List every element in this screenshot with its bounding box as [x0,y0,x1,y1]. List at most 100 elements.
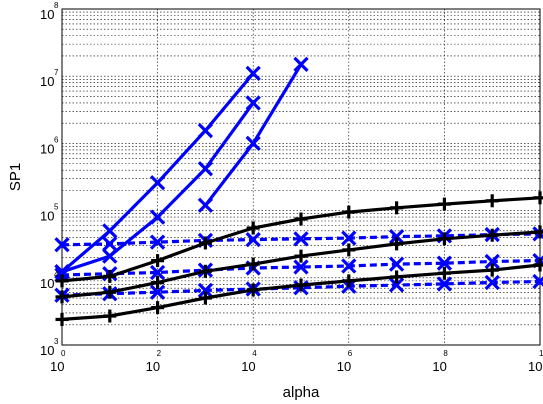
y-tick-base: 10 [40,343,54,358]
y-tick-exponent: 5 [54,203,59,212]
series-line [61,259,541,277]
data-point [436,276,453,292]
data-point [294,278,308,292]
y-tick-base: 10 [40,74,54,89]
x-tick-label: 108 [432,349,448,374]
data-point [103,269,117,283]
data-point [390,201,404,215]
data-point [102,248,118,264]
data-point [198,291,212,305]
data-point [246,221,260,235]
y-tick-exponent: 3 [54,337,59,346]
data-point [197,122,214,139]
data-point [341,258,357,274]
data-point [55,290,69,304]
y-tick-label: 105 [40,203,59,224]
data-point [293,259,309,275]
data-point [197,197,214,213]
y-tick-exponent: 7 [54,68,59,77]
data-point [390,237,404,251]
plot-frame [61,8,541,346]
y-tick-exponent: 6 [54,135,59,144]
grid [62,9,540,346]
data-point [149,175,166,191]
x-tick-label: 102 [146,349,162,374]
data-point [436,255,453,271]
x-tick-exponent: 8 [443,349,448,358]
data-point [55,312,69,326]
series-3 [197,56,309,213]
data-point [485,228,499,242]
data-point [197,282,214,299]
data-point [533,191,543,205]
series-7 [55,191,543,288]
data-point [437,232,451,246]
series-9 [55,258,543,326]
series-line [61,279,541,297]
data-point [245,95,261,111]
x-tick-exponent: 10 [539,349,543,358]
y-tick-label: 106 [40,135,59,156]
y-tick-base: 10 [40,7,54,22]
x-tick-base: 10 [241,359,255,374]
x-tick-exponent: 4 [252,349,257,358]
data-point [102,236,118,252]
x-tick-label: 106 [337,349,353,374]
data-point [149,209,166,225]
data-point [149,234,166,250]
data-point [103,309,117,323]
data-point [342,274,356,288]
data-point [151,254,165,268]
x-tick-exponent: 2 [157,349,162,358]
data-point [532,273,543,290]
data-point [246,283,260,297]
y-axis-label: SP1 [7,163,24,191]
data-point [151,276,165,290]
data-point [245,65,261,82]
y-tick-label: 103 [40,337,59,358]
data-point [103,285,117,299]
y-tick-base: 10 [40,209,54,224]
data-point [198,236,212,250]
y-tick-label: 107 [40,68,59,89]
data-point [293,56,309,72]
x-tick-base: 10 [528,359,542,374]
tick-labels: 1001021041061081010103104105106107108 [40,1,543,374]
series-5 [54,253,543,283]
data-point [246,257,260,271]
data-point [437,266,451,280]
data-point [484,274,500,291]
y-tick-label: 108 [40,1,59,22]
x-tick-base: 10 [337,359,351,374]
x-tick-label: 100 [50,349,66,374]
y-tick-label: 104 [40,270,59,291]
data-point [245,231,261,248]
data-point [149,264,166,281]
data-point [484,253,500,270]
data-point [388,256,405,272]
x-tick-base: 10 [50,359,64,374]
y-tick-exponent: 4 [54,270,59,279]
x-tick-base: 10 [146,359,160,374]
data-point [102,223,118,239]
data-point [198,264,212,278]
series-line [61,232,541,247]
data-point [533,258,543,272]
x-tick-base: 10 [432,359,446,374]
x-tick-exponent: 0 [61,349,66,358]
data-point [437,197,451,211]
series-layer [54,56,543,326]
x-tick-label: 104 [241,349,257,374]
data-point [342,205,356,219]
data-point [197,161,214,177]
y-tick-base: 10 [40,276,54,291]
data-point [533,225,543,239]
data-point [149,284,166,300]
data-point [293,231,309,247]
x-tick-label: 1010 [528,349,543,374]
data-point [245,135,261,152]
data-point [388,228,405,245]
series-8 [55,225,543,304]
data-point [294,249,308,263]
